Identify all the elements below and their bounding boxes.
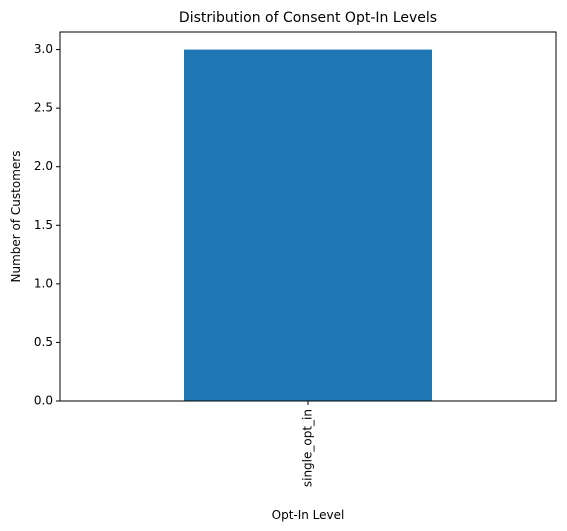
y-tick-label: 0.5 (34, 335, 53, 349)
x-axis-label: Opt-In Level (272, 508, 345, 522)
y-tick-label: 0.0 (34, 394, 53, 408)
y-tick-label: 1.0 (34, 276, 53, 290)
y-tick-label: 2.0 (34, 159, 53, 173)
x-axis: single_opt_in (301, 401, 315, 487)
y-tick-label: 2.5 (34, 101, 53, 115)
y-tick-label: 3.0 (34, 42, 53, 56)
chart-title: Distribution of Consent Opt-In Levels (179, 10, 437, 26)
plot-frame (59, 31, 557, 402)
x-tick-label-single_opt_in: single_opt_in (301, 409, 315, 487)
y-axis: 0.0 0.5 1.0 1.5 2.0 2.5 3.0 (34, 42, 60, 408)
bars-group (184, 49, 432, 401)
y-axis-label: Number of Customers (9, 151, 23, 283)
y-tick-label: 1.5 (34, 218, 53, 232)
bar-single_opt_in (184, 49, 432, 401)
